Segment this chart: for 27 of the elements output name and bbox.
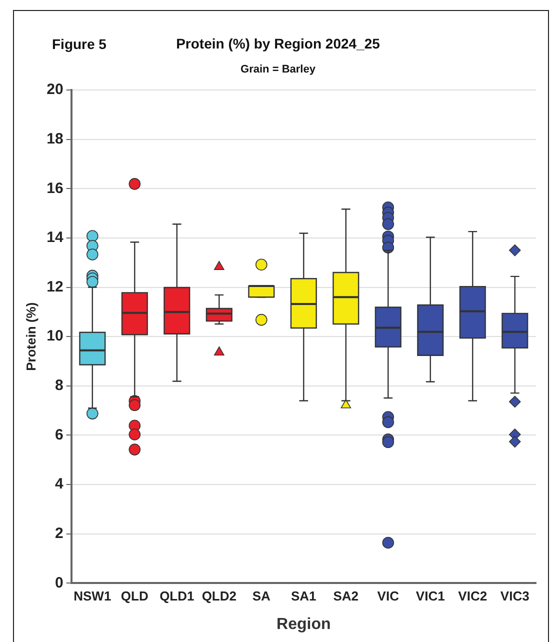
chart-title: Protein (%) by Region 2024_25 <box>176 35 380 52</box>
y-tick-label: 14 <box>46 229 64 246</box>
y-tick-label: 0 <box>54 574 64 592</box>
x-tick-label: VIC1 <box>416 588 445 604</box>
chart-subtitle: Grain = Barley <box>240 63 316 76</box>
y-tick-label: 20 <box>46 81 64 98</box>
x-tick-label: QLD2 <box>202 588 236 604</box>
x-tick-label: QLD1 <box>160 588 194 604</box>
y-axis-title: Protein (%) <box>23 302 38 371</box>
y-tick-label: 4 <box>54 476 64 493</box>
x-tick-label: SA2 <box>333 588 359 604</box>
caption: Figure 5 <box>52 36 106 52</box>
y-tick-label: 6 <box>54 426 64 444</box>
y-tick-label: 16 <box>46 180 64 197</box>
x-tick-label: VIC2 <box>458 588 488 604</box>
y-tick-label: 8 <box>54 377 64 394</box>
x-tick-label: VIC3 <box>500 588 530 604</box>
x-axis-title: Region <box>276 616 331 633</box>
x-tick-label: SA <box>252 588 272 604</box>
y-tick-label: 2 <box>54 525 64 542</box>
x-tick-label: SA1 <box>290 588 316 604</box>
x-tick-label: VIC <box>377 588 400 604</box>
y-tick-label: 10 <box>46 328 64 345</box>
y-tick-label: 12 <box>46 278 64 296</box>
y-tick-label: 18 <box>46 130 64 148</box>
x-tick-label: QLD <box>120 588 148 604</box>
x-tick-label: NSW1 <box>74 588 112 604</box>
